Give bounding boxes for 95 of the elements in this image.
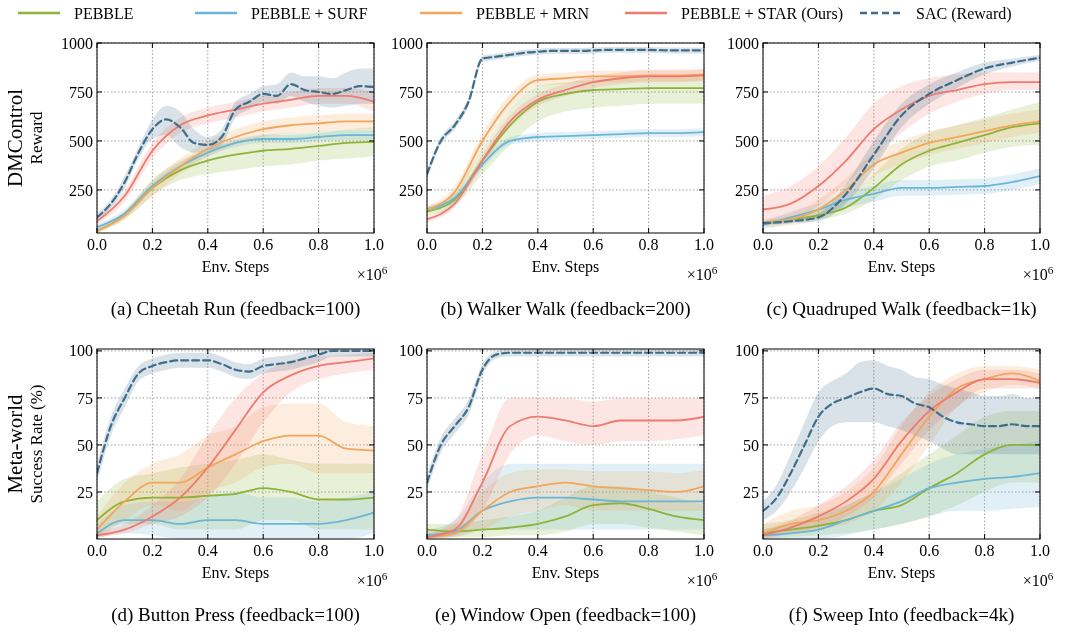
y-tick-label: 750 (399, 83, 423, 101)
x-tick-label: 0.2 (142, 236, 163, 253)
x-axis-title: Env. Steps (867, 564, 936, 582)
y-tick-label: 250 (735, 181, 759, 199)
x-tick-label: 0.2 (472, 542, 493, 559)
y-tick-label: 1000 (727, 34, 759, 52)
text: (a) Cheetah Run (feedback=100) (110, 298, 361, 320)
text: ×10$^{6}$ (356, 264, 388, 283)
x-tick-label: 0.4 (197, 542, 218, 559)
text: (f) Sweep Into (feedback=4k) (788, 604, 1015, 626)
x-tick-label: 0.8 (974, 542, 995, 559)
x-tick-label: 0.4 (527, 236, 548, 253)
y-tick-label: 100 (69, 342, 93, 360)
line-series (763, 387, 1040, 512)
x-tick-label: 0.0 (87, 236, 107, 253)
x-tick-label: 0.8 (308, 542, 329, 559)
text: ×10$^{6}$ (1022, 570, 1054, 589)
legend-label: PEBBLE (74, 4, 134, 22)
x-tick-label: 1.0 (694, 542, 714, 559)
text: (d) Button Press (feedback=100) (111, 604, 360, 626)
x-tick-label: 0.2 (808, 236, 829, 253)
x-tick-label: 1.0 (364, 236, 384, 253)
x-tick-label: 1.0 (1030, 542, 1050, 559)
y-axis-title: Reward (27, 111, 46, 165)
y-tick-label: 500 (69, 132, 93, 150)
x-tick-label: 0.8 (638, 236, 659, 253)
line-series (427, 502, 704, 533)
x-tick-label: 0.4 (527, 542, 548, 559)
x-tick-label: 1.0 (1030, 236, 1050, 253)
y-tick-label: 25 (407, 483, 423, 501)
text: (c) Quadruped Walk (feedback=1k) (766, 298, 1037, 320)
y-tick-label: 50 (743, 436, 759, 454)
x-tick-label: 0.8 (638, 542, 659, 559)
x-tick-label: 0.6 (583, 236, 604, 253)
x-tick-label: 0.0 (753, 236, 773, 253)
y-tick-label: 25 (743, 483, 759, 501)
x-axis-title: Env. Steps (201, 258, 270, 276)
legend-label: PEBBLE + SURF (251, 4, 368, 22)
text: DMControl (3, 88, 27, 188)
text: (e) Window Open (feedback=100) (434, 604, 697, 626)
y-tick-label: 100 (735, 342, 759, 360)
line-series (763, 472, 1040, 537)
x-tick-label: 1.0 (694, 236, 714, 253)
line-series (97, 487, 374, 522)
x-axis-title: Env. Steps (201, 564, 270, 582)
y-tick-label: 750 (735, 83, 759, 101)
y-tick-label: 25 (77, 483, 93, 501)
x-tick-label: 0.0 (417, 542, 437, 559)
x-tick-label: 0.4 (863, 542, 884, 559)
text: ×10$^{6}$ (356, 570, 388, 589)
x-tick-label: 0.2 (808, 542, 829, 559)
y-tick-label: 1000 (391, 34, 423, 52)
x-tick-label: 0.0 (417, 236, 437, 253)
text: ×10$^{6}$ (686, 570, 718, 589)
y-tick-label: 75 (77, 389, 93, 407)
y-tick-label: 1000 (61, 34, 93, 52)
y-tick-label: 750 (69, 83, 93, 101)
y-tick-label: 500 (399, 132, 423, 150)
x-tick-label: 0.4 (197, 236, 218, 253)
x-tick-label: 0.6 (919, 542, 940, 559)
y-tick-label: 250 (399, 181, 423, 199)
legend-label: PEBBLE + MRN (476, 4, 590, 22)
text: ×10$^{6}$ (1022, 264, 1054, 283)
x-tick-label: 0.2 (472, 236, 493, 253)
text: (b) Walker Walk (feedback=200) (440, 298, 691, 320)
text: Meta-world (3, 393, 27, 494)
legend-label: PEBBLE + STAR (Ours) (681, 4, 843, 23)
line-series (427, 496, 704, 537)
x-tick-label: 0.4 (863, 236, 884, 253)
x-tick-label: 0.0 (753, 542, 773, 559)
x-tick-label: 0.2 (142, 542, 163, 559)
x-axis-title: Env. Steps (531, 258, 600, 276)
line-series (97, 434, 374, 531)
y-tick-label: 500 (735, 132, 759, 150)
x-tick-label: 1.0 (364, 542, 384, 559)
x-tick-label: 0.6 (253, 542, 274, 559)
y-tick-label: 75 (743, 389, 759, 407)
x-tick-label: 0.8 (308, 236, 329, 253)
x-tick-label: 0.6 (919, 236, 940, 253)
x-tick-label: 0.0 (87, 542, 107, 559)
y-tick-label: 50 (407, 436, 423, 454)
x-tick-label: 0.6 (253, 236, 274, 253)
x-tick-label: 0.8 (974, 236, 995, 253)
y-axis-title: Success Rate (%) (27, 384, 46, 504)
y-tick-label: 100 (399, 342, 423, 360)
x-axis-title: Env. Steps (867, 258, 936, 276)
y-tick-label: 75 (407, 389, 423, 407)
x-tick-label: 0.6 (583, 542, 604, 559)
y-tick-label: 50 (77, 436, 93, 454)
legend-label: SAC (Reward) (916, 4, 1012, 23)
text: ×10$^{6}$ (686, 264, 718, 283)
line-series (97, 511, 374, 535)
line-series (763, 175, 1040, 227)
y-tick-label: 250 (69, 181, 93, 199)
x-axis-title: Env. Steps (531, 564, 600, 582)
